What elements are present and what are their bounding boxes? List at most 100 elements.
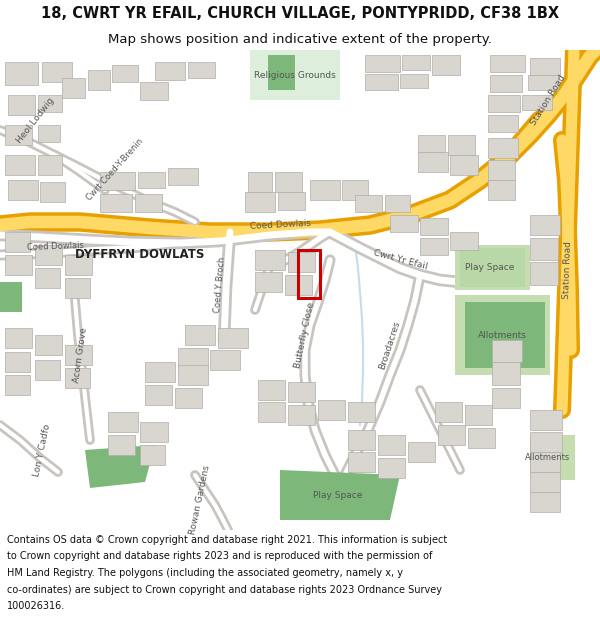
Polygon shape	[35, 360, 60, 380]
Polygon shape	[490, 55, 525, 72]
Polygon shape	[492, 388, 520, 408]
Polygon shape	[85, 445, 155, 488]
Text: Allotments: Allotments	[526, 454, 571, 462]
Polygon shape	[175, 388, 202, 408]
Text: Lon Y Cadfo: Lon Y Cadfo	[32, 423, 52, 477]
Polygon shape	[438, 425, 465, 445]
Polygon shape	[530, 472, 560, 492]
Text: Play Space: Play Space	[313, 491, 362, 499]
Polygon shape	[5, 62, 38, 85]
Polygon shape	[460, 248, 525, 287]
Text: Coed Y Broch: Coed Y Broch	[213, 257, 227, 313]
Polygon shape	[408, 442, 435, 462]
Polygon shape	[35, 268, 60, 288]
Polygon shape	[530, 492, 560, 512]
Polygon shape	[378, 435, 405, 455]
Text: Coed Dowlais: Coed Dowlais	[26, 241, 83, 252]
Text: Station Road: Station Road	[562, 241, 574, 299]
Polygon shape	[492, 340, 522, 362]
Polygon shape	[268, 55, 295, 90]
Polygon shape	[248, 172, 272, 192]
Polygon shape	[218, 328, 248, 348]
Polygon shape	[390, 215, 418, 232]
Polygon shape	[145, 385, 172, 405]
Text: co-ordinates) are subject to Crown copyright and database rights 2023 Ordnance S: co-ordinates) are subject to Crown copyr…	[7, 584, 442, 594]
Polygon shape	[258, 402, 285, 422]
Polygon shape	[435, 402, 462, 422]
Polygon shape	[0, 282, 22, 312]
Polygon shape	[285, 275, 312, 295]
Polygon shape	[488, 115, 518, 132]
Polygon shape	[258, 380, 285, 400]
Polygon shape	[65, 368, 90, 388]
Polygon shape	[178, 365, 208, 385]
Polygon shape	[35, 245, 62, 265]
Polygon shape	[185, 325, 215, 345]
Polygon shape	[100, 172, 135, 190]
Polygon shape	[112, 65, 138, 82]
Text: Map shows position and indicative extent of the property.: Map shows position and indicative extent…	[108, 32, 492, 46]
Text: Coed Dowlais: Coed Dowlais	[249, 219, 311, 231]
Polygon shape	[342, 180, 368, 200]
Polygon shape	[145, 362, 175, 382]
Bar	[298, 250, 320, 298]
Polygon shape	[448, 135, 475, 155]
Polygon shape	[420, 238, 448, 255]
Polygon shape	[88, 70, 110, 90]
Polygon shape	[138, 172, 165, 188]
Polygon shape	[488, 95, 520, 112]
Polygon shape	[65, 345, 92, 365]
Polygon shape	[530, 262, 558, 285]
Polygon shape	[140, 82, 168, 100]
Polygon shape	[528, 75, 558, 90]
Polygon shape	[5, 232, 30, 252]
Text: Allotments: Allotments	[478, 331, 526, 339]
Polygon shape	[378, 458, 405, 478]
Polygon shape	[168, 168, 198, 185]
Polygon shape	[530, 435, 575, 480]
Text: Station Road: Station Road	[529, 73, 567, 127]
Polygon shape	[355, 195, 382, 212]
Polygon shape	[310, 180, 340, 200]
Polygon shape	[100, 194, 132, 212]
Polygon shape	[5, 155, 35, 175]
Polygon shape	[255, 250, 285, 270]
Text: HM Land Registry. The polygons (including the associated geometry, namely x, y: HM Land Registry. The polygons (includin…	[7, 568, 403, 578]
Polygon shape	[8, 180, 38, 200]
Polygon shape	[465, 302, 545, 368]
Polygon shape	[288, 382, 315, 402]
Text: Cwrt Yr Efail: Cwrt Yr Efail	[372, 249, 428, 271]
Polygon shape	[280, 470, 400, 520]
Text: Cwrt Coed-Y-Brenin: Cwrt Coed-Y-Brenin	[85, 138, 145, 202]
Polygon shape	[488, 160, 515, 180]
Polygon shape	[278, 192, 305, 210]
Polygon shape	[5, 328, 32, 348]
Polygon shape	[400, 74, 428, 88]
Polygon shape	[385, 195, 410, 212]
Text: Play Space: Play Space	[466, 264, 515, 272]
Polygon shape	[62, 78, 85, 98]
Polygon shape	[450, 155, 478, 175]
Text: Rowan Gardens: Rowan Gardens	[188, 464, 212, 536]
Polygon shape	[108, 412, 138, 432]
Polygon shape	[455, 295, 550, 375]
Polygon shape	[140, 445, 165, 465]
Text: Religious Grounds: Religious Grounds	[254, 71, 336, 79]
Polygon shape	[155, 62, 185, 80]
Polygon shape	[188, 62, 215, 78]
Polygon shape	[465, 405, 492, 425]
Polygon shape	[288, 252, 315, 272]
Text: Heol Lodwig: Heol Lodwig	[14, 96, 56, 144]
Polygon shape	[250, 50, 340, 100]
Polygon shape	[530, 452, 560, 472]
Polygon shape	[530, 238, 558, 260]
Polygon shape	[318, 400, 345, 420]
Polygon shape	[530, 432, 562, 452]
Text: Acorn Grove: Acorn Grove	[71, 327, 88, 383]
Polygon shape	[402, 55, 430, 70]
Polygon shape	[450, 232, 478, 250]
Polygon shape	[418, 135, 445, 152]
Polygon shape	[488, 180, 515, 200]
Text: Butterfly Close: Butterfly Close	[293, 301, 316, 369]
Polygon shape	[288, 405, 315, 425]
